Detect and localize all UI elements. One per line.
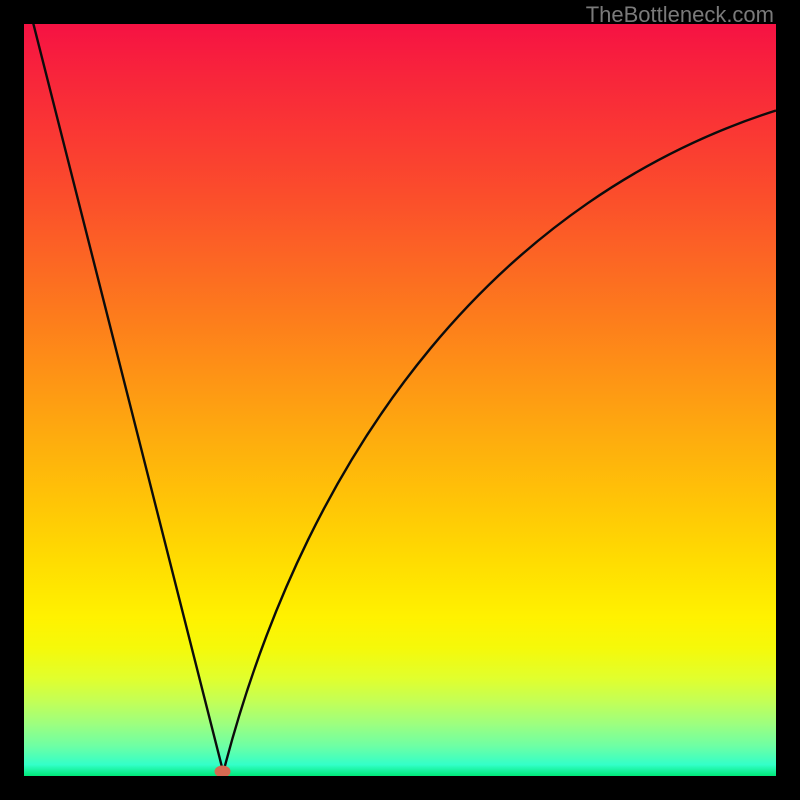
plot-svg	[24, 24, 776, 776]
chart-container	[24, 24, 776, 776]
watermark-text: TheBottleneck.com	[586, 2, 774, 28]
gradient-background	[24, 24, 776, 776]
